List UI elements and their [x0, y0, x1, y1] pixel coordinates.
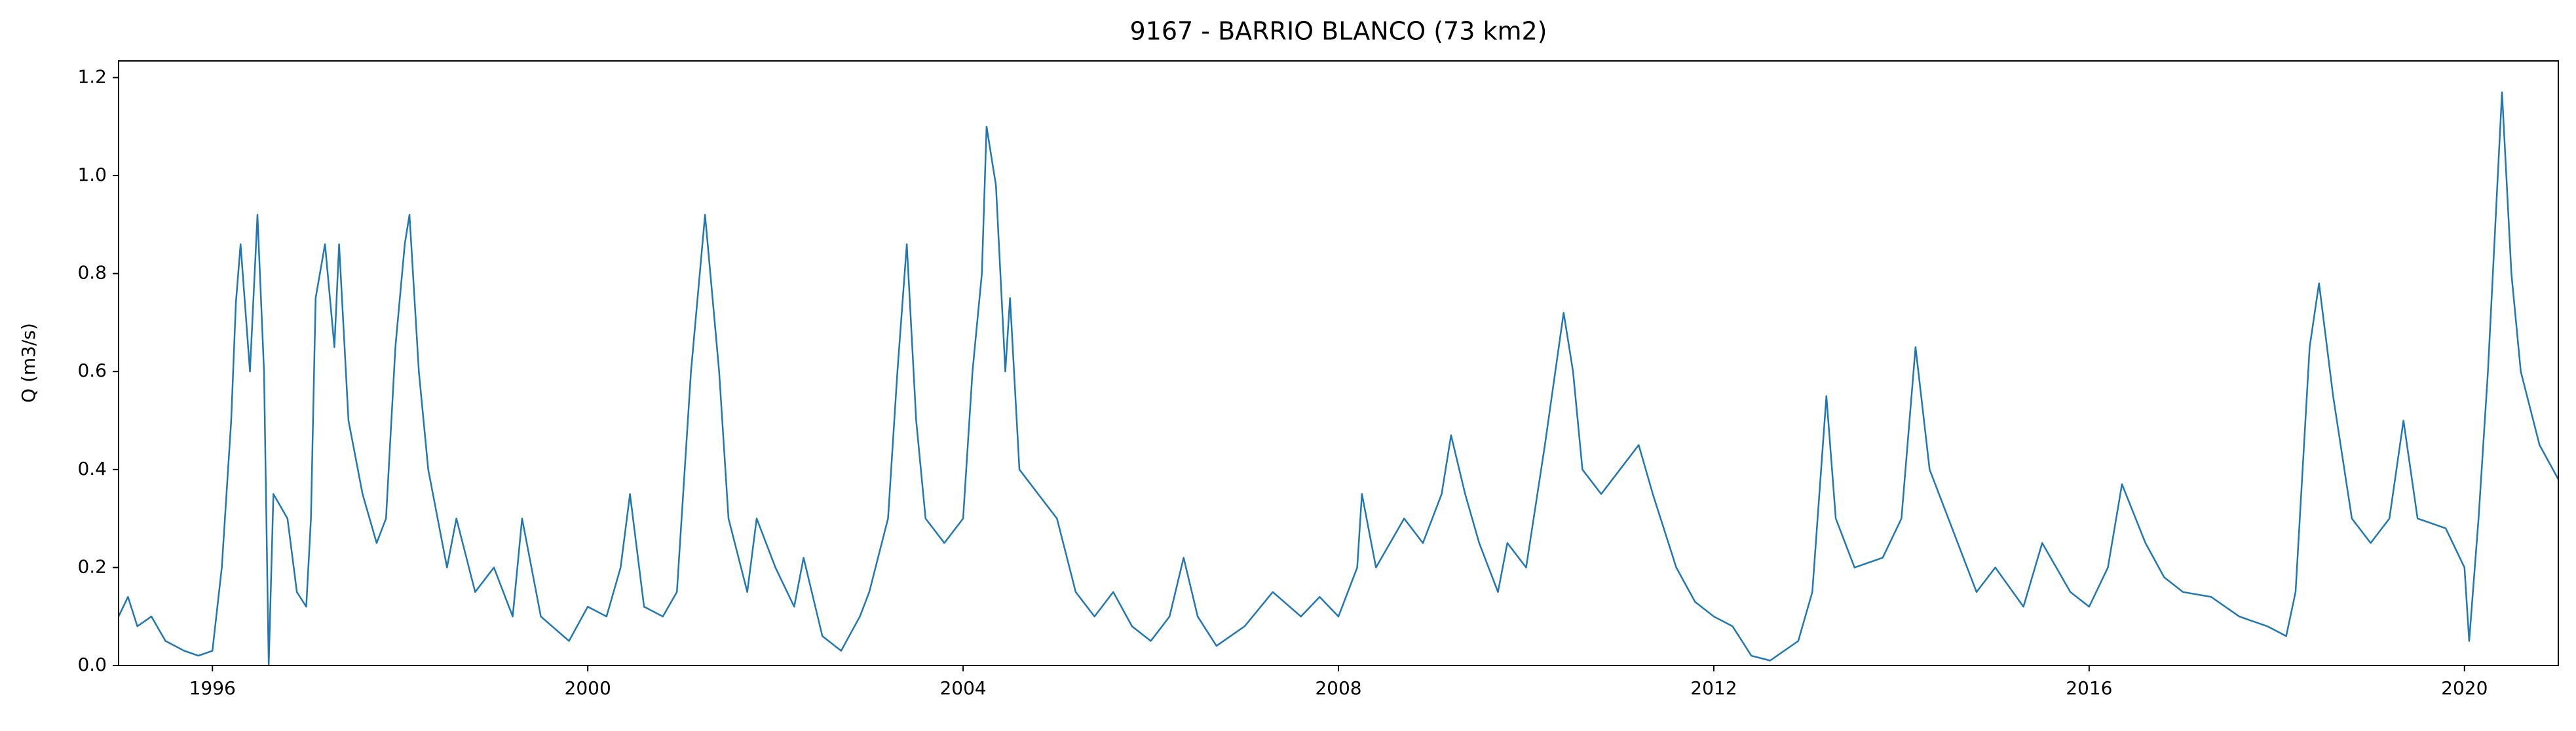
y-tick-label: 0.2: [77, 555, 107, 577]
x-tick-label: 1996: [189, 677, 236, 699]
chart-title: 9167 - BARRIO BLANCO (73 km2): [1130, 17, 1547, 46]
x-tick-label: 2008: [1315, 677, 1361, 699]
y-tick-label: 0.4: [77, 458, 107, 479]
y-tick-label: 1.0: [77, 164, 107, 185]
y-axis-label: Q (m3/s): [18, 323, 39, 403]
x-tick-label: 2020: [2441, 677, 2488, 699]
y-tick-label: 0.8: [77, 262, 107, 284]
y-tick-label: 0.6: [77, 360, 107, 381]
x-tick-label: 2012: [1690, 677, 1737, 699]
data-line: [117, 91, 2560, 667]
x-tick-label: 2016: [2066, 677, 2112, 699]
x-tick-label: 2004: [939, 677, 986, 699]
y-tick-label: 1.2: [77, 66, 107, 87]
axes-frame: [118, 60, 2559, 666]
x-tick-label: 2000: [565, 677, 611, 699]
y-tick-label: 0.0: [77, 654, 107, 675]
